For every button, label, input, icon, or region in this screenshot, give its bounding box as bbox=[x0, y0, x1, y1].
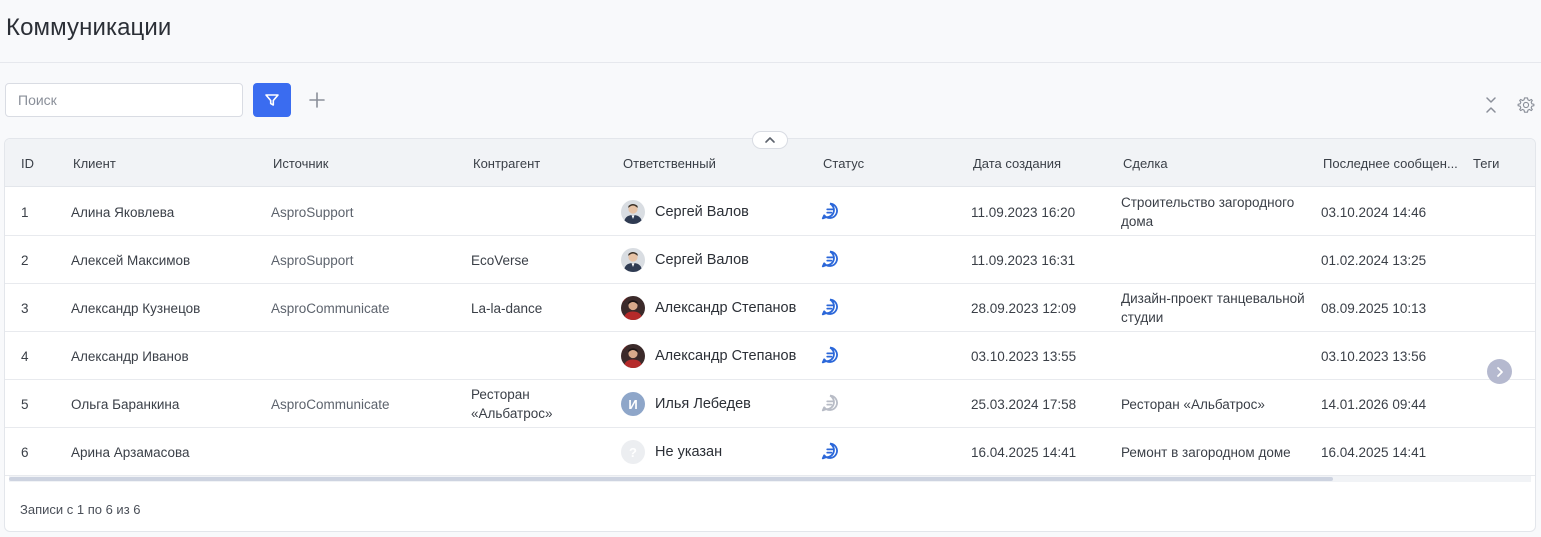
cell-source: AsproCommunicate bbox=[271, 301, 390, 316]
column-header-status[interactable]: Статус bbox=[823, 156, 865, 171]
chevron-right-icon bbox=[1496, 366, 1503, 377]
table-row[interactable]: 5 Ольга Баранкина AsproCommunicate Ресто… bbox=[5, 380, 1535, 428]
chat-status-icon bbox=[821, 298, 838, 316]
chat-status-icon bbox=[821, 250, 838, 268]
responsible-name: Сергей Валов bbox=[655, 204, 749, 220]
column-header-id[interactable]: ID bbox=[21, 156, 34, 171]
chat-status-icon-inactive bbox=[821, 394, 838, 412]
cell-id: 5 bbox=[21, 397, 29, 412]
filter-icon bbox=[265, 94, 279, 106]
cell-responsible[interactable]: И Илья Лебедев bbox=[621, 392, 751, 416]
cell-created: 11.09.2023 16:20 bbox=[971, 205, 1076, 220]
cell-responsible[interactable]: Александр Степанов bbox=[621, 296, 796, 320]
column-header-client[interactable]: Клиент bbox=[73, 156, 116, 171]
cell-id: 4 bbox=[21, 349, 29, 364]
cell-deal[interactable]: Строительство загородного дома bbox=[1121, 195, 1295, 229]
cell-client[interactable]: Ольга Баранкина bbox=[71, 397, 180, 412]
cell-client[interactable]: Александр Кузнецов bbox=[71, 301, 201, 316]
table-row[interactable]: 3 Александр Кузнецов AsproCommunicate La… bbox=[5, 284, 1535, 332]
chevron-up-icon bbox=[765, 137, 775, 143]
cell-created: 16.04.2025 14:41 bbox=[971, 445, 1077, 460]
cell-created: 28.09.2023 12:09 bbox=[971, 301, 1077, 316]
cell-last-message: 14.01.2026 09:44 bbox=[1321, 397, 1427, 412]
cell-last-message: 03.10.2024 14:46 bbox=[1321, 205, 1427, 220]
avatar: ? bbox=[621, 440, 645, 464]
collapse-rows-button[interactable] bbox=[1482, 95, 1500, 115]
column-header-deal[interactable]: Сделка bbox=[1123, 156, 1168, 171]
cell-responsible[interactable]: Сергей Валов bbox=[621, 248, 749, 272]
cell-deal[interactable]: Ремонт в загородном доме bbox=[1121, 445, 1291, 460]
column-header-counterparty[interactable]: Контрагент bbox=[473, 156, 541, 171]
cell-counterparty[interactable]: EcoVerse bbox=[471, 253, 529, 268]
table-row[interactable]: 4 Александр Иванов Александр Степанов 03… bbox=[5, 332, 1535, 380]
cell-created: 25.03.2024 17:58 bbox=[971, 397, 1077, 412]
avatar: И bbox=[621, 392, 645, 416]
collapse-filter-toggle[interactable] bbox=[752, 131, 788, 149]
responsible-name: Александр Степанов bbox=[655, 300, 797, 316]
cell-client[interactable]: Алексей Максимов bbox=[71, 253, 191, 268]
chat-status-icon bbox=[821, 202, 838, 220]
cell-created: 11.09.2023 16:31 bbox=[971, 253, 1076, 268]
cell-id: 2 bbox=[21, 253, 29, 268]
table-row[interactable]: 6 Арина Арзамасова ? Не указан 16.04.202… bbox=[5, 428, 1535, 476]
cell-client[interactable]: Арина Арзамасова bbox=[71, 445, 190, 460]
cell-responsible[interactable]: Сергей Валов bbox=[621, 200, 749, 224]
cell-last-message: 01.02.2024 13:25 bbox=[1321, 253, 1427, 268]
column-header-created[interactable]: Дата создания bbox=[973, 156, 1062, 171]
responsible-name: Сергей Валов bbox=[655, 252, 749, 268]
cell-responsible[interactable]: Александр Степанов bbox=[621, 344, 796, 368]
cell-id: 3 bbox=[21, 301, 29, 316]
cell-last-message: 03.10.2023 13:56 bbox=[1321, 349, 1427, 364]
cell-deal[interactable]: Дизайн-проект танцевальной студии bbox=[1121, 291, 1305, 325]
search-input[interactable] bbox=[5, 83, 243, 117]
cell-deal[interactable]: Ресторан «Альбатрос» bbox=[1121, 397, 1265, 412]
chat-status-icon bbox=[821, 442, 838, 460]
cell-last-message: 16.04.2025 14:41 bbox=[1321, 445, 1427, 460]
cell-id: 1 bbox=[21, 205, 29, 220]
table-row[interactable]: 2 Алексей Максимов AsproSupport EcoVerse… bbox=[5, 236, 1535, 284]
cell-created: 03.10.2023 13:55 bbox=[971, 349, 1077, 364]
cell-counterparty[interactable]: Ресторан «Альбатрос» bbox=[471, 387, 553, 421]
page-title: Коммуникации bbox=[6, 14, 172, 41]
gear-icon bbox=[1517, 97, 1535, 113]
communications-table: ID Клиент Источник Контрагент Ответствен… bbox=[4, 138, 1536, 532]
page-header: Коммуникации bbox=[0, 0, 1541, 63]
cell-counterparty[interactable]: La-la-dance bbox=[471, 301, 543, 316]
scroll-right-button[interactable] bbox=[1487, 359, 1512, 384]
column-header-tags[interactable]: Теги bbox=[1473, 156, 1500, 171]
avatar bbox=[621, 344, 645, 368]
table-row[interactable]: 1 Алина Яковлева AsproSupport Сергей Вал… bbox=[5, 188, 1535, 236]
cell-source: AsproCommunicate bbox=[271, 397, 390, 412]
plus-icon bbox=[309, 92, 325, 108]
cell-source: AsproSupport bbox=[271, 205, 354, 220]
responsible-name: Александр Степанов bbox=[655, 348, 797, 364]
cell-last-message: 08.09.2025 10:13 bbox=[1321, 301, 1427, 316]
avatar bbox=[621, 248, 645, 272]
column-header-responsible[interactable]: Ответственный bbox=[623, 156, 716, 171]
table-settings-button[interactable] bbox=[1515, 94, 1537, 116]
avatar bbox=[621, 200, 645, 224]
horizontal-scrollbar[interactable] bbox=[9, 476, 1531, 482]
cell-responsible[interactable]: ? Не указан bbox=[621, 440, 722, 464]
cell-client[interactable]: Алина Яковлева bbox=[71, 205, 175, 220]
column-header-source[interactable]: Источник bbox=[273, 156, 329, 171]
collapse-vertical-icon bbox=[1486, 97, 1496, 113]
avatar bbox=[621, 296, 645, 320]
filter-button[interactable] bbox=[253, 83, 291, 117]
cell-client[interactable]: Александр Иванов bbox=[71, 349, 189, 364]
responsible-name: Илья Лебедев bbox=[655, 396, 751, 412]
responsible-name: Не указан bbox=[655, 444, 723, 460]
add-button[interactable] bbox=[305, 88, 329, 112]
records-count: Записи с 1 по 6 из 6 bbox=[20, 502, 141, 517]
cell-source: AsproSupport bbox=[271, 253, 354, 268]
chat-status-icon bbox=[821, 346, 838, 364]
column-header-last-message[interactable]: Последнее сообщен... bbox=[1323, 156, 1458, 171]
horizontal-scrollbar-thumb[interactable] bbox=[9, 477, 1333, 481]
cell-id: 6 bbox=[21, 445, 29, 460]
